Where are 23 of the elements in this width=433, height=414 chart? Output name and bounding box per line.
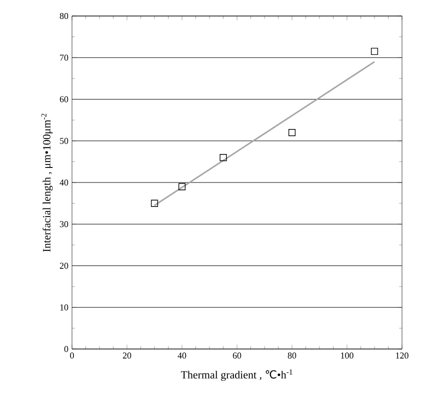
x-tick-label: 60 — [232, 352, 242, 359]
y-tick-label: 10 — [60, 304, 68, 310]
y-tick-label: 40 — [60, 179, 68, 186]
y-tick-label: 20 — [60, 262, 68, 269]
x-tick-label: 20 — [122, 352, 132, 359]
y-tick-label: 70 — [60, 54, 68, 61]
point — [178, 183, 186, 190]
x-tick-label: 0 — [70, 352, 74, 359]
y-tick-label: 80 — [60, 12, 68, 20]
x-axis-title: Thermal gradient , ℃•h$^{-1}$ — [180, 369, 292, 381]
x-tick-label: 120 — [396, 352, 408, 359]
point — [370, 48, 378, 55]
x-tick-label: 80 — [288, 352, 296, 359]
point — [288, 129, 296, 136]
point — [220, 154, 227, 162]
y-tick-label: 60 — [60, 96, 68, 102]
y-tick-label: 0 — [64, 346, 68, 352]
y-tick-label: 50 — [60, 138, 68, 144]
x-tick-label: 100 — [341, 352, 354, 359]
point — [150, 200, 158, 207]
x-tick-label: 40 — [178, 352, 186, 359]
y-axis-title: Interfacial length , μm•100μm$^{-2}$ — [41, 114, 53, 252]
y-tick-label: 30 — [60, 221, 68, 228]
